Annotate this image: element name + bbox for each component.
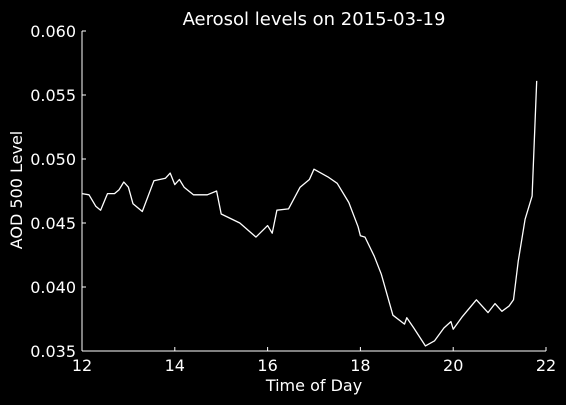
y-axis-label: AOD 500 Level	[7, 131, 26, 250]
x-tick-label: 14	[165, 356, 185, 375]
axes	[81, 31, 546, 352]
x-tick-label: 16	[257, 356, 277, 375]
y-tick-label: 0.040	[30, 278, 76, 297]
x-axis-label: Time of Day	[265, 376, 362, 395]
x-tick-label: 22	[536, 356, 556, 375]
y-tick-label: 0.050	[30, 150, 76, 169]
chart-title: Aerosol levels on 2015-03-19	[183, 9, 446, 30]
ticks: 12 14 16 18 20 22 0.035 0.040 0.045 0.050 0.055 0.0…	[30, 22, 556, 375]
x-tick-label: 12	[72, 356, 92, 375]
series-line	[81, 80, 538, 347]
y-tick-label: 0.035	[30, 342, 76, 361]
y-tick-label: 0.045	[30, 214, 76, 233]
y-tick-label: 0.060	[30, 22, 76, 41]
x-tick-label: 20	[443, 356, 463, 375]
x-tick-label: 18	[350, 356, 370, 375]
y-tick-label: 0.055	[30, 86, 76, 105]
